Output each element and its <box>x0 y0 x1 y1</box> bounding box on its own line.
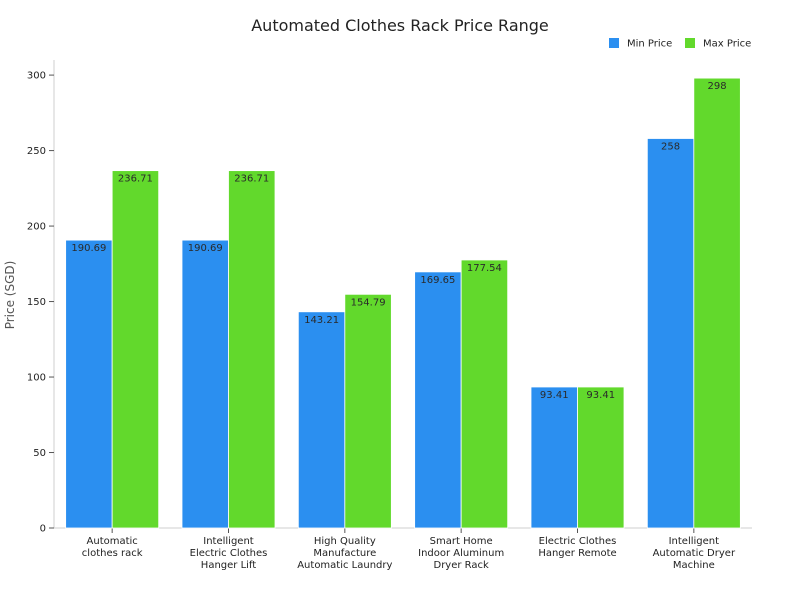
y-tick-label: 300 <box>27 71 46 82</box>
chart-title: Automated Clothes Rack Price Range <box>251 16 549 35</box>
bar-min-price-4 <box>530 386 578 529</box>
bar-min-price-5 <box>646 138 695 529</box>
bar-min-price-0 <box>65 239 113 529</box>
bar-min-price-3 <box>414 271 462 529</box>
legend: Min Price Max Price <box>609 38 751 50</box>
y-tick-label: 50 <box>33 448 46 459</box>
bar-max-price-5 <box>693 77 741 529</box>
x-tick-label: Automatic clothes rack <box>82 536 143 559</box>
data-label-min-price-4: 93.41 <box>540 390 569 401</box>
x-tick-label: Intelligent Automatic Dryer Machine <box>653 536 736 571</box>
bar-min-price-2 <box>297 311 346 529</box>
data-label-max-price-1: 236.71 <box>234 174 269 185</box>
data-label-max-price-0: 236.71 <box>118 174 153 185</box>
legend-label-max-price: Max Price <box>703 39 751 50</box>
x-tick-label: Intelligent Electric Clothes Hanger Lift <box>190 536 268 571</box>
bar-max-price-0 <box>111 170 160 529</box>
legend-swatch-min-price <box>609 38 619 48</box>
bar-max-price-1 <box>228 170 276 529</box>
legend-label-min-price: Min Price <box>627 39 672 50</box>
bar-max-price-3 <box>460 259 509 529</box>
data-labels-layer: 190.69 236.71 190.69 236.71 143.21 154.79 169.… <box>71 81 726 401</box>
x-axis: Automatic clothes rack Intelligent Electric… <box>54 527 752 571</box>
bars-layer <box>65 77 741 529</box>
y-tick-label: 250 <box>27 146 46 157</box>
bar-min-price-1 <box>181 239 229 529</box>
data-label-min-price-0: 190.69 <box>71 243 106 254</box>
data-label-max-price-2: 154.79 <box>351 297 386 308</box>
y-tick-label: 200 <box>27 222 46 233</box>
bar-max-price-4 <box>577 386 625 529</box>
data-label-min-price-1: 190.69 <box>188 243 223 254</box>
data-label-max-price-4: 93.41 <box>586 390 615 401</box>
y-tick-label: 0 <box>40 524 46 535</box>
data-label-min-price-3: 169.65 <box>420 275 455 286</box>
y-axis: 0 50 100 150 200 250 300 <box>27 60 55 535</box>
x-tick-label: High Quality Manufacture Automatic Laundry <box>297 536 392 571</box>
data-label-max-price-5: 298 <box>708 81 727 92</box>
y-tick-label: 100 <box>27 373 46 384</box>
y-tick-label: 150 <box>27 297 46 308</box>
data-label-max-price-3: 177.54 <box>467 263 502 274</box>
legend-swatch-max-price <box>685 38 695 48</box>
data-label-min-price-2: 143.21 <box>304 315 339 326</box>
data-label-min-price-5: 258 <box>661 142 680 153</box>
y-axis-label: Price (SGD) <box>3 261 17 330</box>
x-tick-label: Electric Clothes Hanger Remote <box>538 536 616 559</box>
bar-max-price-2 <box>344 293 392 529</box>
x-tick-label: Smart Home Indoor Aluminum Dryer Rack <box>418 536 504 571</box>
